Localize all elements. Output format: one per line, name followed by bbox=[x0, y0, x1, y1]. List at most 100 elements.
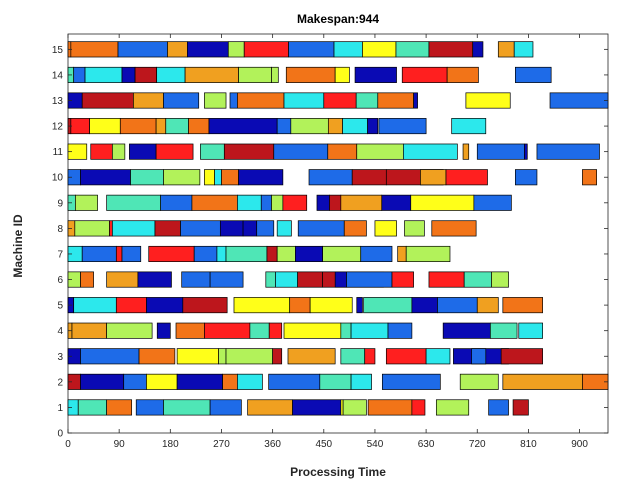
task-bar-m8-14 bbox=[404, 220, 425, 237]
x-tick-label: 270 bbox=[213, 439, 230, 450]
task-bar-m4-15 bbox=[518, 322, 543, 339]
task-bar-m6-15 bbox=[463, 271, 492, 288]
machine-row-13 bbox=[67, 92, 609, 109]
task-bar-m7-14 bbox=[397, 245, 407, 262]
machine-row-1 bbox=[67, 399, 529, 416]
task-bar-m3-4 bbox=[176, 348, 219, 365]
task-bar-m7-11 bbox=[295, 245, 323, 262]
task-bar-m2-8 bbox=[268, 373, 321, 390]
task-bar-m12-7 bbox=[188, 118, 210, 135]
y-tick-label: 0 bbox=[57, 429, 63, 440]
task-bar-m5-14 bbox=[502, 297, 543, 314]
machine-row-7 bbox=[67, 245, 451, 262]
task-bar-m1-12 bbox=[411, 399, 426, 416]
y-tick-label: 2 bbox=[57, 377, 63, 388]
task-bar-m11-9 bbox=[327, 143, 358, 160]
task-bar-m15-5 bbox=[187, 41, 229, 58]
task-bar-m13-3 bbox=[133, 92, 164, 109]
task-bar-m13-9 bbox=[323, 92, 357, 109]
task-bar-m11-6 bbox=[200, 143, 225, 160]
task-bar-m8-6 bbox=[180, 220, 221, 237]
task-bar-m5-2 bbox=[73, 297, 117, 314]
task-bar-m8-3 bbox=[109, 220, 113, 237]
task-bar-m4-13 bbox=[442, 322, 491, 339]
y-tick-label: 11 bbox=[53, 147, 64, 158]
x-axis: 0 90 180 270 360 450 540 630 720 810 900 bbox=[65, 34, 588, 450]
y-tick-label: 12 bbox=[52, 122, 64, 133]
task-bar-m12-3 bbox=[89, 118, 121, 135]
task-bar-m7-6 bbox=[193, 245, 218, 262]
task-bar-m12-10 bbox=[290, 118, 329, 135]
task-bar-m4-2 bbox=[71, 322, 108, 339]
task-bar-m15-4 bbox=[167, 41, 188, 58]
machine-row-15 bbox=[67, 41, 534, 58]
task-bar-m14-6 bbox=[156, 66, 186, 83]
task-bar-m4-6 bbox=[204, 322, 251, 339]
task-bar-m1-5 bbox=[163, 399, 211, 416]
task-bar-m1-7 bbox=[247, 399, 293, 416]
task-bar-m9-11 bbox=[329, 194, 342, 211]
task-bar-m13-4 bbox=[163, 92, 200, 109]
task-bar-m1-6 bbox=[209, 399, 242, 416]
task-bar-m5-9 bbox=[356, 297, 363, 314]
machine-row-3 bbox=[67, 348, 543, 365]
y-tick-label: 6 bbox=[57, 275, 63, 286]
task-bar-m14-5 bbox=[134, 66, 158, 83]
y-tick-label: 3 bbox=[57, 352, 63, 363]
task-bar-m3-5 bbox=[218, 348, 227, 365]
task-bar-m12-15 bbox=[451, 118, 487, 135]
x-axis-title: Processing Time bbox=[290, 465, 386, 479]
task-bar-m14-15 bbox=[514, 66, 552, 83]
task-bar-m11-12 bbox=[462, 143, 470, 160]
y-axis-title: Machine ID bbox=[11, 214, 25, 278]
task-bar-m1-13 bbox=[435, 399, 470, 416]
task-bar-m11-7 bbox=[223, 143, 275, 160]
task-bar-m8-9 bbox=[256, 220, 275, 237]
task-bar-m6-7 bbox=[265, 271, 276, 288]
task-bar-m5-6 bbox=[233, 297, 291, 314]
task-bar-m14-10 bbox=[285, 66, 336, 83]
y-tick-label: 1 bbox=[57, 403, 63, 414]
machine-row-14 bbox=[67, 66, 552, 83]
task-bar-m10-8 bbox=[238, 169, 284, 186]
task-bar-m14-14 bbox=[446, 66, 479, 83]
task-bar-m4-9 bbox=[283, 322, 342, 339]
x-tick-label: 360 bbox=[264, 439, 281, 450]
task-bar-m3-8 bbox=[287, 348, 336, 365]
x-tick-label: 810 bbox=[520, 439, 537, 450]
task-bar-m11-2 bbox=[90, 143, 113, 160]
task-bar-m6-8 bbox=[275, 271, 298, 288]
task-bar-m12-4 bbox=[119, 118, 157, 135]
task-bar-m14-11 bbox=[334, 66, 350, 83]
task-bar-m15-15 bbox=[513, 41, 534, 58]
task-bar-m12-9 bbox=[276, 118, 292, 135]
task-bar-m3-10 bbox=[364, 348, 376, 365]
task-bar-m14-12 bbox=[354, 66, 397, 83]
task-bar-m13-5 bbox=[204, 92, 227, 109]
task-bar-m5-3 bbox=[115, 297, 147, 314]
task-bar-m8-11 bbox=[297, 220, 345, 237]
task-bar-m8-5 bbox=[154, 220, 181, 237]
y-tick-label: 10 bbox=[52, 173, 64, 184]
task-bar-m4-14 bbox=[489, 322, 518, 339]
task-bar-m15-6 bbox=[227, 41, 245, 58]
task-bar-m12-14 bbox=[378, 118, 427, 135]
task-bar-m7-2 bbox=[81, 245, 117, 262]
task-bar-m9-2 bbox=[75, 194, 98, 211]
task-bar-m10-4 bbox=[163, 169, 201, 186]
task-bar-m5-10 bbox=[363, 297, 413, 314]
task-bar-m6-9 bbox=[297, 271, 324, 288]
task-bar-m6-6 bbox=[209, 271, 244, 288]
task-bar-m11-3 bbox=[111, 143, 126, 160]
task-bar-m8-7 bbox=[219, 220, 244, 237]
task-bar-m8-4 bbox=[111, 220, 156, 237]
task-bar-m9-9 bbox=[282, 194, 308, 211]
machine-row-11 bbox=[67, 143, 600, 160]
task-bar-m1-15 bbox=[512, 399, 529, 416]
task-bar-m11-4 bbox=[129, 143, 157, 160]
task-bar-m2-5 bbox=[176, 373, 223, 390]
task-bar-m5-12 bbox=[437, 297, 478, 314]
task-bar-m6-11 bbox=[334, 271, 347, 288]
task-bar-m11-8 bbox=[273, 143, 329, 160]
